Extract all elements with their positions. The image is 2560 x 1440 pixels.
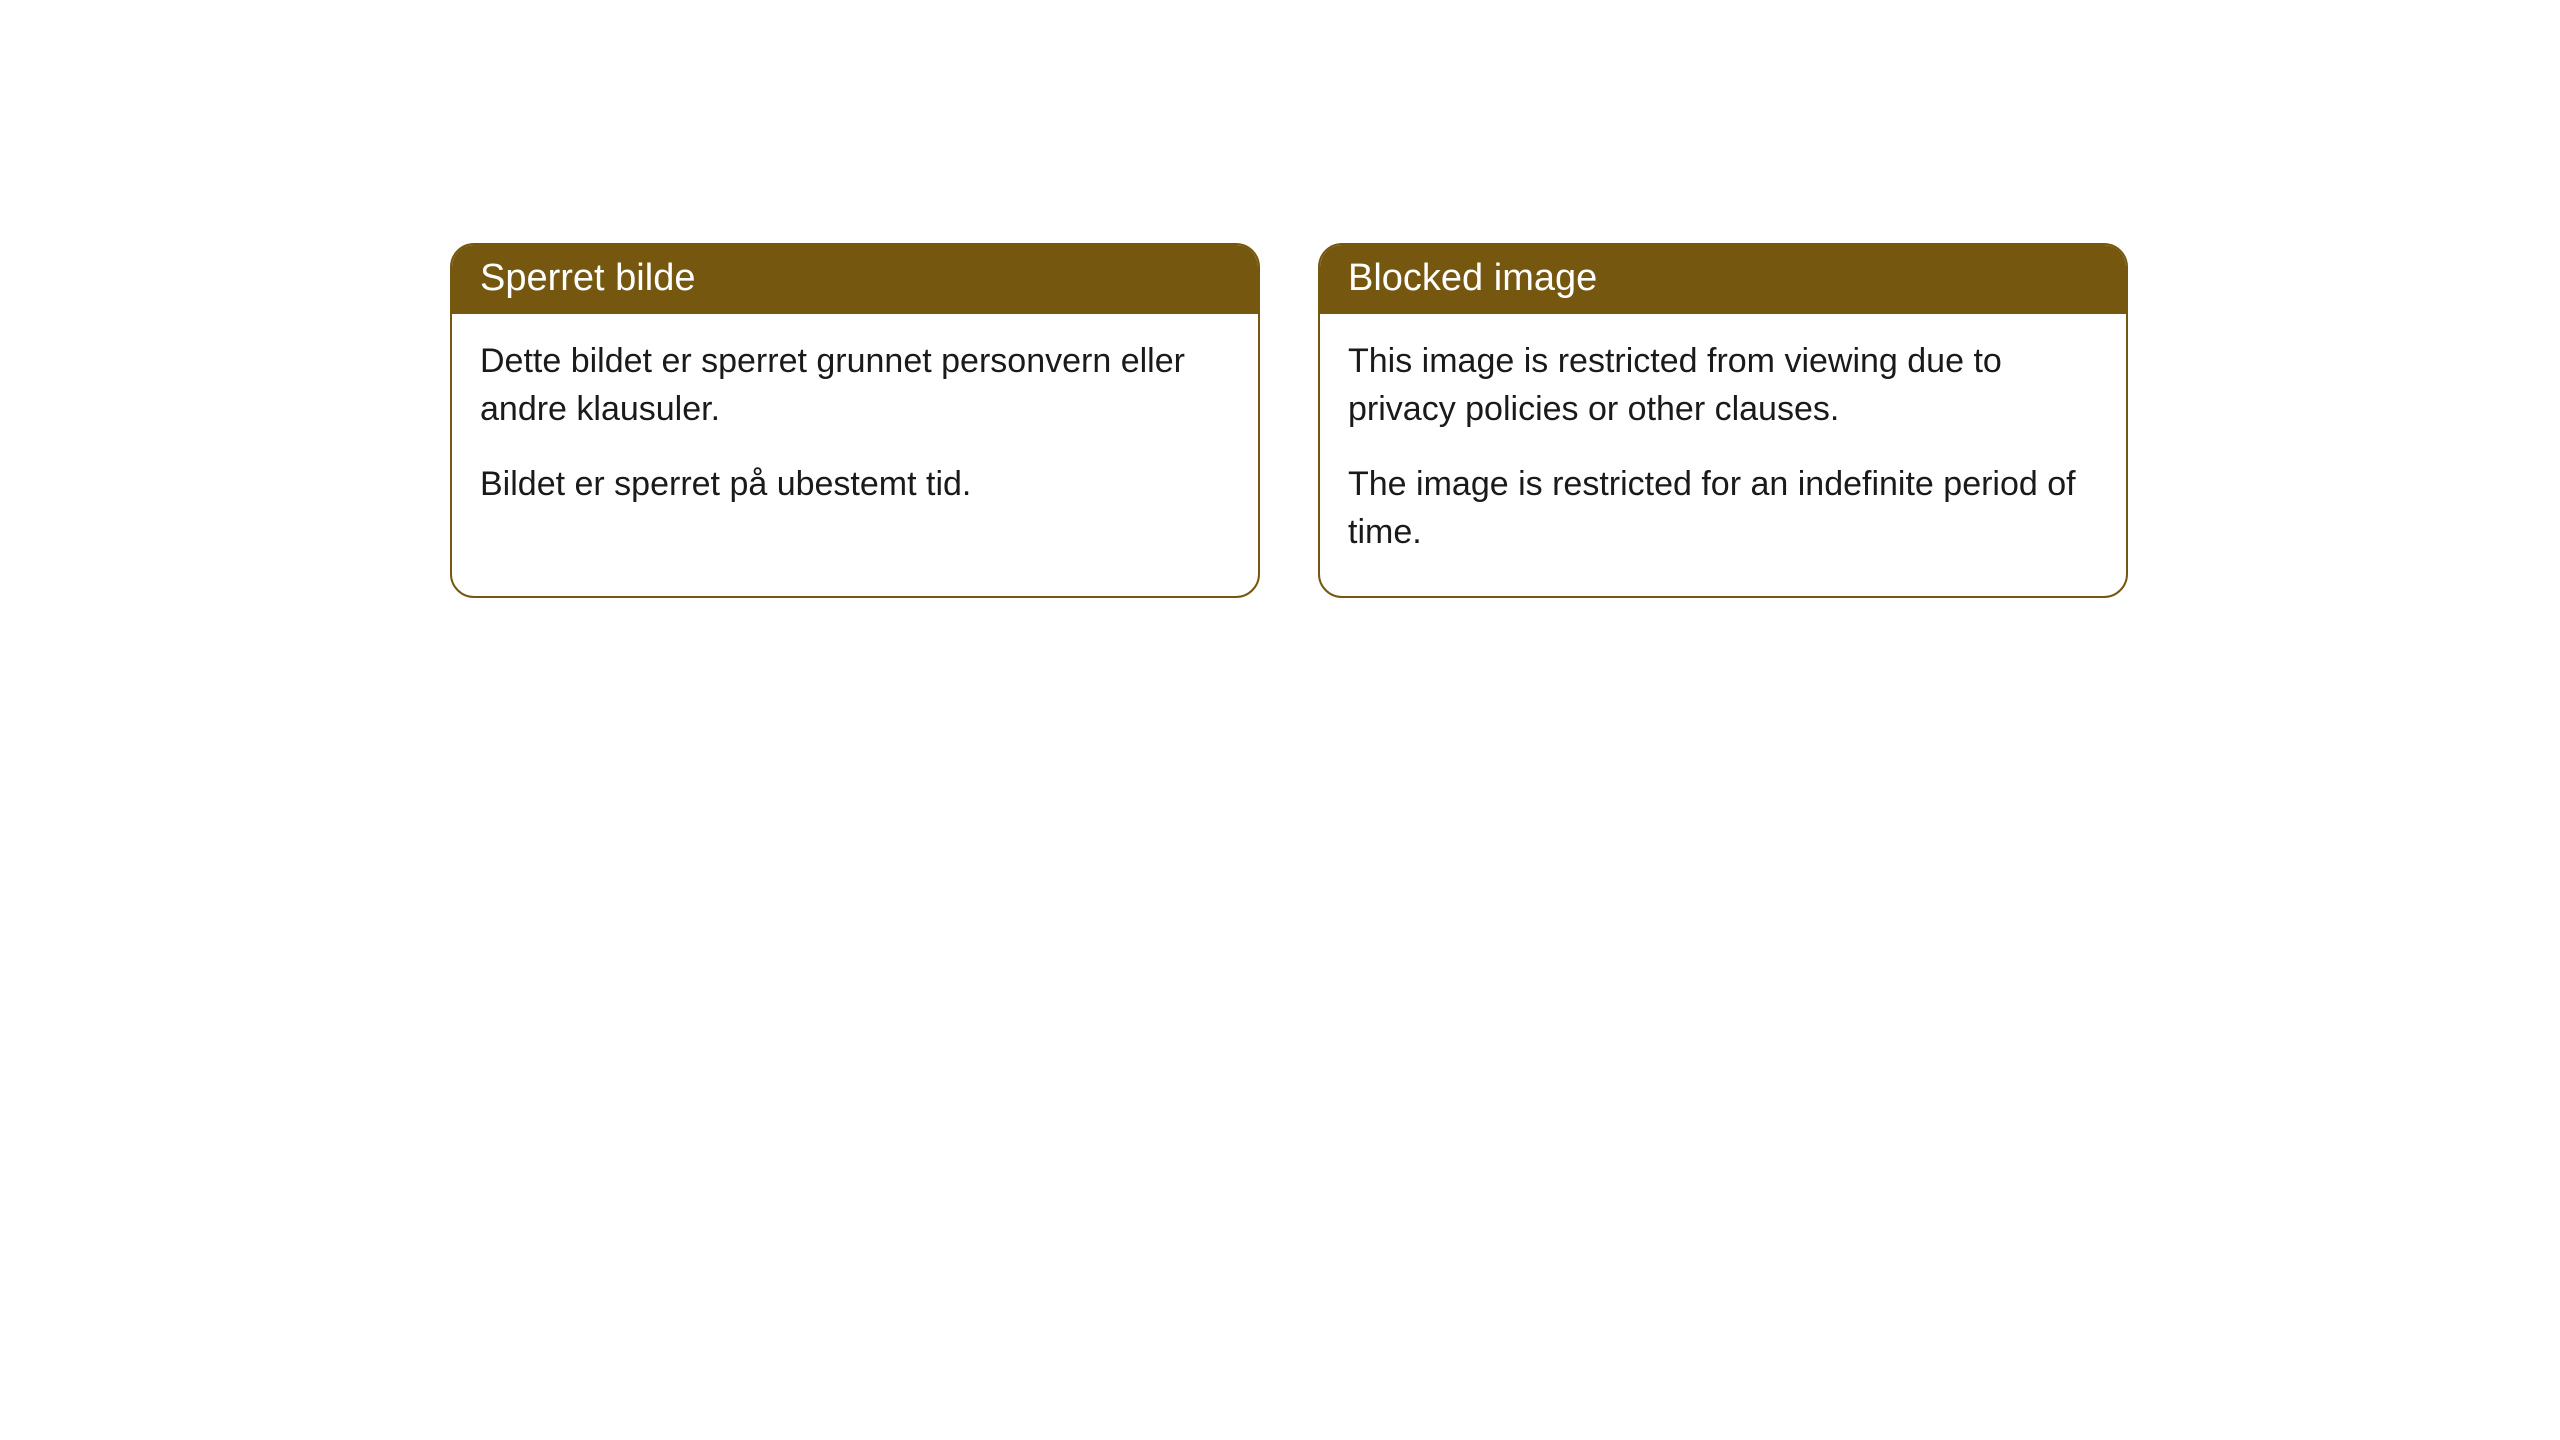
card-body-en: This image is restricted from viewing du… bbox=[1320, 314, 2126, 596]
notice-container: Sperret bilde Dette bildet er sperret gr… bbox=[0, 0, 2560, 598]
card-header-no: Sperret bilde bbox=[452, 245, 1258, 314]
card-header-en: Blocked image bbox=[1320, 245, 2126, 314]
blocked-image-card-no: Sperret bilde Dette bildet er sperret gr… bbox=[450, 243, 1260, 598]
card-text-en-2: The image is restricted for an indefinit… bbox=[1348, 461, 2098, 556]
card-text-no-2: Bildet er sperret på ubestemt tid. bbox=[480, 461, 1230, 509]
card-text-en-1: This image is restricted from viewing du… bbox=[1348, 338, 2098, 433]
card-body-no: Dette bildet er sperret grunnet personve… bbox=[452, 314, 1258, 581]
blocked-image-card-en: Blocked image This image is restricted f… bbox=[1318, 243, 2128, 598]
card-text-no-1: Dette bildet er sperret grunnet personve… bbox=[480, 338, 1230, 433]
